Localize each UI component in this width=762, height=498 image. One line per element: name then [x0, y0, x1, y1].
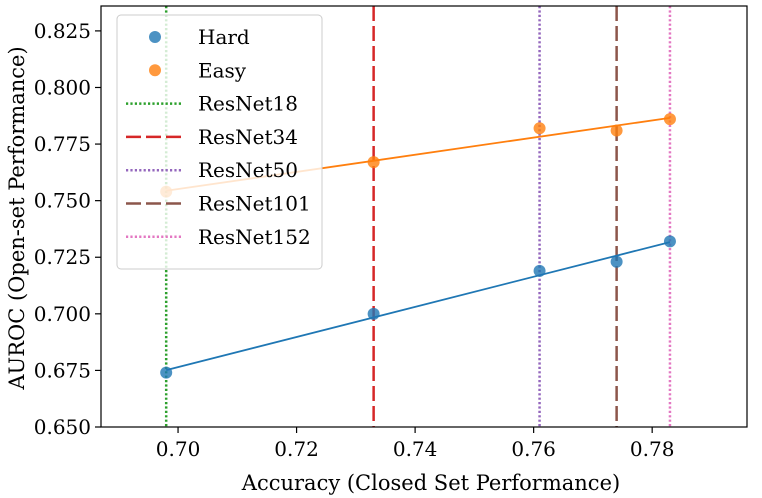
y-axis-label: AUROC (Open-set Performance)	[5, 46, 29, 390]
y-tick-label: 0.675	[34, 358, 91, 382]
point-hard	[663, 235, 676, 248]
x-tick-label: 0.74	[393, 437, 438, 461]
legend-label-resnet34: ResNet34	[198, 125, 298, 149]
x-tick-label: 0.72	[274, 437, 319, 461]
x-tick-label: 0.78	[630, 437, 675, 461]
y-tick-label: 0.650	[34, 415, 91, 439]
axes: 0.70 0.72 0.74 0.76 0.78 0.650 0.675 0.700 0.725…	[34, 5, 748, 461]
legend-marker-hard	[149, 31, 161, 43]
y-tick-label: 0.800	[34, 75, 91, 99]
y-tick-label: 0.725	[34, 245, 91, 269]
fit-line-hard	[165, 241, 671, 371]
axes-frame	[100, 5, 748, 428]
y-tick-label: 0.700	[34, 302, 91, 326]
x-axis-label: Accuracy (Closed Set Performance)	[241, 471, 620, 495]
y-tick-label: 0.825	[34, 19, 91, 43]
x-tick-label: 0.76	[511, 437, 556, 461]
point-easy	[610, 124, 623, 137]
point-hard	[533, 264, 546, 277]
point-hard	[610, 255, 623, 268]
point-easy	[367, 156, 380, 169]
legend-marker-easy	[149, 64, 161, 77]
point-hard	[367, 307, 380, 320]
point-easy	[663, 113, 676, 126]
legend-label-resnet18: ResNet18	[198, 92, 298, 116]
legend-label-hard: Hard	[198, 25, 250, 49]
point-easy	[533, 122, 546, 135]
y-tick-label: 0.775	[34, 132, 91, 156]
x-tick-label: 0.70	[156, 437, 201, 461]
y-tick-label: 0.750	[34, 189, 91, 213]
legend-label-easy: Easy	[198, 58, 247, 82]
legend-label-resnet152: ResNet152	[198, 225, 311, 249]
legend-label-resnet101: ResNet101	[198, 192, 311, 216]
point-hard	[160, 366, 173, 379]
legend-label-resnet50: ResNet50	[198, 158, 298, 182]
legend-box	[116, 14, 323, 270]
legend: Hard Easy ResNet18 ResNet34 ResNet50 ResNet10…	[116, 14, 323, 270]
